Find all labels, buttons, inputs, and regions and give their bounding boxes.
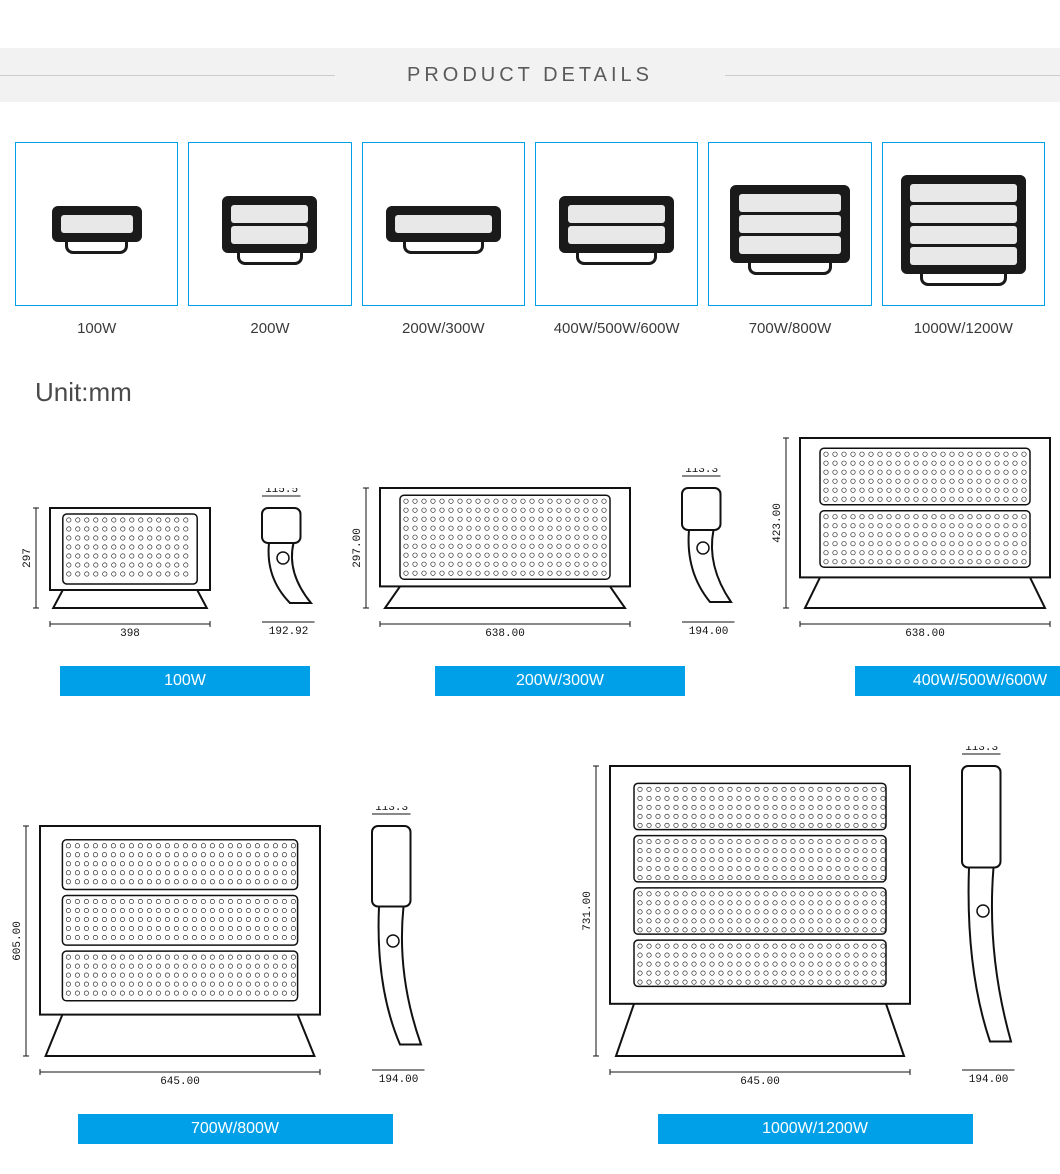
product-thumbnail: 1000W/1200W bbox=[882, 142, 1045, 337]
dimension-diagrams-row-2: 605.00 645.00 113.3 194.00 700W/800W 731.… bbox=[0, 716, 1060, 1174]
dimension-diagrams-row-1: 297 398 115.5 192.92 100W 297.00 638.00 1… bbox=[0, 408, 1060, 716]
svg-text:297.00: 297.00 bbox=[352, 528, 364, 568]
unit-label: Unit:mm bbox=[35, 377, 1060, 408]
dimension-diagram-label: 100W bbox=[60, 666, 310, 696]
dimension-diagram-label: 200W/300W bbox=[435, 666, 685, 696]
product-thumbnail: 400W/500W/600W bbox=[535, 142, 698, 337]
product-thumbnail-image bbox=[882, 142, 1045, 306]
floodlight-icon bbox=[901, 175, 1026, 274]
dimension-diagram: 297.00 638.00 113.3 194.00 200W/300W bbox=[350, 468, 770, 696]
product-thumbnail-label: 200W/300W bbox=[402, 320, 485, 337]
floodlight-icon bbox=[730, 185, 850, 263]
product-thumbnail-label: 700W/800W bbox=[749, 320, 832, 337]
diagram-front-view: 297.00 638.00 bbox=[350, 468, 660, 648]
dimension-diagram: 731.00 645.00 113.3 194.00 1000W/1200W bbox=[580, 746, 1050, 1144]
product-thumbnail-label: 400W/500W/600W bbox=[554, 320, 680, 337]
svg-text:398: 398 bbox=[120, 628, 140, 640]
section-header: PRODUCT DETAILS bbox=[0, 48, 1060, 102]
product-thumbnail-image bbox=[188, 142, 351, 306]
header-line-right bbox=[725, 75, 1060, 76]
section-title: PRODUCT DETAILS bbox=[407, 64, 653, 87]
diagram-front-view: 605.00 645.00 bbox=[10, 806, 350, 1096]
product-thumbnail-image bbox=[708, 142, 871, 306]
svg-text:113.3: 113.3 bbox=[375, 806, 408, 814]
product-thumbnail-label: 200W bbox=[250, 320, 289, 337]
diagram-side-view: 113.3 194.00 bbox=[950, 746, 1050, 1096]
svg-text:194.00: 194.00 bbox=[689, 626, 729, 638]
product-thumbnail-label: 1000W/1200W bbox=[914, 320, 1013, 337]
diagram-side-view: 113.3 194.00 bbox=[670, 468, 770, 648]
header-line-left bbox=[0, 75, 335, 76]
svg-text:297: 297 bbox=[22, 548, 34, 568]
dimension-diagram: 423.00 638.00 113.3 194.00400W/500W/600W bbox=[770, 418, 1060, 696]
product-thumbnail: 700W/800W bbox=[708, 142, 871, 337]
svg-text:194.00: 194.00 bbox=[969, 1074, 1009, 1086]
product-thumbnail-image bbox=[362, 142, 525, 306]
product-thumbnail: 100W bbox=[15, 142, 178, 337]
diagram-front-view: 423.00 638.00 bbox=[770, 418, 1060, 648]
svg-text:605.00: 605.00 bbox=[12, 921, 24, 961]
svg-text:645.00: 645.00 bbox=[740, 1076, 780, 1088]
product-thumbnail-image bbox=[15, 142, 178, 306]
dimension-diagram-label: 700W/800W bbox=[78, 1114, 393, 1144]
floodlight-icon bbox=[559, 196, 674, 253]
floodlight-icon bbox=[52, 206, 142, 242]
floodlight-icon bbox=[386, 206, 501, 242]
product-thumbnail-label: 100W bbox=[77, 320, 116, 337]
product-thumbnail: 200W bbox=[188, 142, 351, 337]
svg-text:115.5: 115.5 bbox=[265, 488, 298, 496]
svg-text:423.00: 423.00 bbox=[772, 503, 784, 543]
dimension-diagram: 605.00 645.00 113.3 194.00 700W/800W bbox=[10, 806, 460, 1144]
svg-text:731.00: 731.00 bbox=[582, 891, 594, 931]
product-thumbnail-image bbox=[535, 142, 698, 306]
svg-text:638.00: 638.00 bbox=[485, 628, 525, 640]
diagram-front-view: 297 398 bbox=[20, 488, 240, 648]
diagram-side-view: 115.5 192.92 bbox=[250, 488, 350, 648]
floodlight-icon bbox=[222, 196, 317, 253]
diagram-front-view: 731.00 645.00 bbox=[580, 746, 940, 1096]
product-thumbnail: 200W/300W bbox=[362, 142, 525, 337]
svg-text:194.00: 194.00 bbox=[379, 1074, 419, 1086]
diagram-side-view: 113.3 194.00 bbox=[360, 806, 460, 1096]
dimension-diagram-label: 400W/500W/600W bbox=[855, 666, 1060, 696]
svg-text:113.3: 113.3 bbox=[685, 468, 718, 476]
dimension-diagram: 297 398 115.5 192.92 100W bbox=[20, 488, 350, 696]
svg-text:638.00: 638.00 bbox=[905, 628, 945, 640]
svg-text:192.92: 192.92 bbox=[269, 626, 309, 638]
svg-text:645.00: 645.00 bbox=[160, 1076, 200, 1088]
product-thumbnails-row: 100W 200W 200W/300W 400W/500W/600W 700W/800W… bbox=[0, 102, 1060, 347]
svg-text:113.3: 113.3 bbox=[965, 746, 998, 754]
dimension-diagram-label: 1000W/1200W bbox=[658, 1114, 973, 1144]
